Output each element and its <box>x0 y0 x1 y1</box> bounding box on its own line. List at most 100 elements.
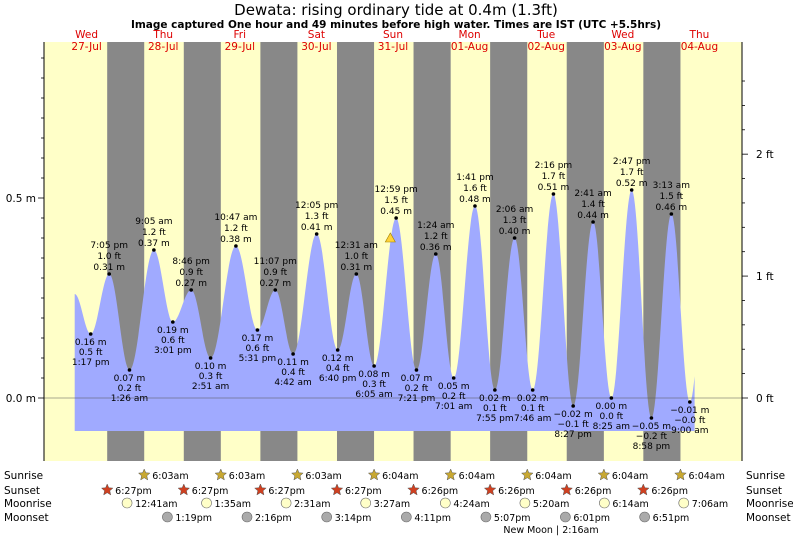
tide-point <box>669 212 674 216</box>
tide-time-label: 9:05 am <box>135 217 172 227</box>
tide-point <box>127 368 132 372</box>
moonrise-moon-icon <box>121 497 133 509</box>
day-date-label: 27-Jul <box>71 41 101 53</box>
tide-ft-label: 1.6 ft <box>463 184 487 194</box>
sunrise-time-label: 6:04am <box>459 471 495 482</box>
tide-m-label: 0.07 m <box>401 374 433 384</box>
tide-point <box>591 220 595 224</box>
tide-m-label: 0.48 m <box>459 195 491 205</box>
tide-m-label: 0.19 m <box>157 326 189 336</box>
sunset-time-label: 6:27pm <box>115 486 152 497</box>
moonrise-moon-icon <box>360 497 372 509</box>
tide-point <box>530 388 535 392</box>
tide-m-label: 0.05 m <box>438 382 470 392</box>
sunrise-star-icon <box>367 468 381 481</box>
tide-ft-label: 0.6 ft <box>161 336 185 346</box>
moonset-row-label-right: Moonset <box>746 512 791 524</box>
tide-point <box>493 388 497 392</box>
day-date-label: 02-Aug <box>527 41 564 53</box>
sunrise-time-label: 6:04am <box>612 471 648 482</box>
moonrise-moon-icon <box>599 497 610 509</box>
tide-time-label: 8:58 pm <box>633 442 671 452</box>
tide-ft-label: 1.2 ft <box>224 224 248 234</box>
tide-time-label: 7:55 pm <box>476 414 514 424</box>
tide-ft-label: 0.1 ft <box>521 404 545 414</box>
tide-area <box>74 190 695 431</box>
moonset-moon-icon <box>162 511 173 523</box>
chart-subtitle: Image captured One hour and 49 minutes b… <box>131 19 661 31</box>
tide-ft-label: 0.2 ft <box>118 384 142 394</box>
sunset-star-icon <box>407 483 420 496</box>
sunset-time-label: 6:27pm <box>268 486 305 497</box>
sunrise-star-icon <box>520 468 534 481</box>
moonrise-time-label: 12:41am <box>135 499 177 510</box>
y-tick-label-ft: 0 ft <box>756 393 774 405</box>
sunrise-star-icon <box>214 468 228 481</box>
sunset-row-label-left: Sunset <box>4 485 40 497</box>
tide-ft-label: 0.3 ft <box>362 380 386 390</box>
tide-point <box>354 272 359 276</box>
tide-m-label: 0.45 m <box>380 207 412 217</box>
day-weekday-label: Thu <box>689 29 710 41</box>
tide-point <box>512 236 517 240</box>
tide-ft-label: 1.0 ft <box>344 252 368 262</box>
moonset-time-label: 3:14pm <box>335 513 372 524</box>
moonset-moon-icon <box>401 511 412 523</box>
tide-time-label: 10:47 am <box>214 213 257 223</box>
tide-point <box>291 352 295 356</box>
tide-m-label: 0.52 m <box>616 179 648 189</box>
tide-m-label: 0.12 m <box>322 354 354 364</box>
tide-point <box>394 216 398 220</box>
moonrise-moon-icon <box>440 497 451 509</box>
tide-time-label: 6:40 pm <box>319 374 357 384</box>
day-date-label: 03-Aug <box>604 41 641 53</box>
sunset-time-label: 6:26pm <box>422 486 459 497</box>
moonrise-time-label: 3:27am <box>374 499 410 510</box>
moonset-time-label: 6:01pm <box>573 513 610 524</box>
moonrise-time-label: 2:31am <box>294 499 330 510</box>
tide-point <box>208 356 213 360</box>
tide-point <box>255 328 260 332</box>
day-date-label: 31-Jul <box>378 41 408 53</box>
tide-time-label: 1:17 pm <box>72 358 110 368</box>
moonrise-time-label: 1:35am <box>215 499 251 510</box>
tide-time-label: 7:46 am <box>514 414 551 424</box>
tide-ft-label: 1.3 ft <box>305 212 329 222</box>
moonset-time-label: 1:19pm <box>175 513 212 524</box>
chart-title: Dewata: rising ordinary tide at 0.4m (1.… <box>234 1 558 19</box>
y-tick-label-m: 0.5 m <box>6 193 36 205</box>
tide-time-label: 4:42 am <box>274 378 311 388</box>
moon-phase-note: New Moon | 2:16am <box>503 525 598 536</box>
tide-ft-label: 1.3 ft <box>503 216 527 226</box>
sunrise-star-icon <box>674 468 687 481</box>
tide-time-label: 2:16 pm <box>535 161 573 171</box>
day-weekday-label: Thu <box>152 29 173 41</box>
moonrise-time-label: 4:24am <box>453 499 489 510</box>
tide-m-label: 0.16 m <box>75 338 107 348</box>
tide-m-label: 0.36 m <box>420 243 452 253</box>
moonset-time-label: 4:11pm <box>414 513 451 524</box>
tide-time-label: 1:41 pm <box>456 173 494 183</box>
tide-time-label: 8:25 am <box>593 422 630 432</box>
tide-m-label: 0.27 m <box>175 279 207 289</box>
day-headers: Wed27-JulThu28-JulFri29-JulSat30-JulSun3… <box>71 29 718 53</box>
tide-point <box>234 244 238 248</box>
tide-time-label: 7:01 am <box>435 402 472 412</box>
tide-point <box>571 404 575 408</box>
tide-point <box>609 396 614 400</box>
sunset-star-icon <box>636 483 650 496</box>
tide-m-label: −0.05 m <box>632 422 671 432</box>
tide-time-label: 2:51 am <box>192 382 229 392</box>
tide-time-label: 1:26 am <box>111 394 148 404</box>
sunset-time-label: 6:27pm <box>345 486 382 497</box>
tide-point <box>629 188 634 192</box>
sunset-time-label: 6:27pm <box>192 486 229 497</box>
tide-m-label: 0.44 m <box>577 211 609 221</box>
tide-time-label: 12:31 am <box>335 241 378 251</box>
tide-point <box>189 288 193 292</box>
tide-time-label: 5:31 pm <box>239 354 277 364</box>
day-date-label: 29-Jul <box>225 41 255 53</box>
tide-ft-label: 0.4 ft <box>326 364 350 374</box>
sunset-star-icon <box>177 483 191 496</box>
moonset-time-label: 5:07pm <box>494 513 531 524</box>
